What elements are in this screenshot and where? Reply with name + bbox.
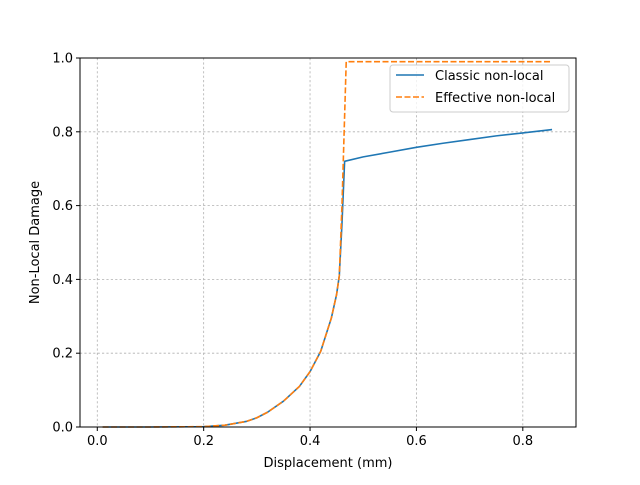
y-tick-label: 0.2 xyxy=(52,347,73,362)
x-tick-label: 0.0 xyxy=(87,434,108,449)
legend-label-effective: Effective non-local xyxy=(435,91,555,106)
series-layer xyxy=(102,60,553,428)
series-line-classic xyxy=(102,128,553,428)
tick-layer: 0.0 0.2 0.4 0.6 0.8 0.0 0.2 0.4 0.6 0.8 1.0 xyxy=(52,52,533,450)
legend-box xyxy=(389,64,570,113)
y-axis-label: Non-Local Damage xyxy=(28,181,43,304)
plot-frame xyxy=(79,57,577,428)
y-tick-label: 0.4 xyxy=(52,273,73,288)
x-axis-label: Displacement (mm) xyxy=(264,456,393,471)
x-tick-label: 0.2 xyxy=(193,434,214,449)
grid-layer xyxy=(80,57,576,428)
x-tick-label: 0.6 xyxy=(406,434,427,449)
y-tick-label: 1.0 xyxy=(52,52,73,67)
legend: Classic non-local Effective non-local xyxy=(389,64,570,113)
y-tick-label: 0.6 xyxy=(52,199,73,214)
x-tick-label: 0.4 xyxy=(300,434,321,449)
series-line-effective xyxy=(102,60,553,428)
y-tick-label: 0.8 xyxy=(52,125,73,140)
legend-label-classic: Classic non-local xyxy=(435,69,544,84)
x-tick-label: 0.8 xyxy=(512,434,533,449)
y-tick-label: 0.0 xyxy=(52,421,73,436)
